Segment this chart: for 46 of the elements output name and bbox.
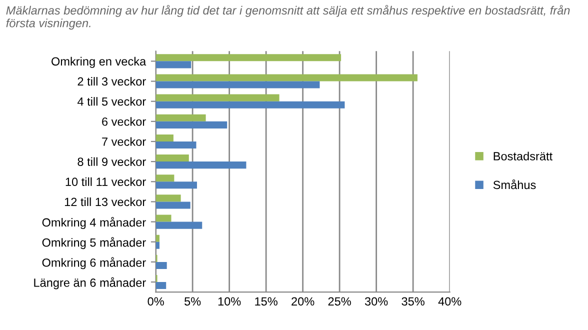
y-tick-label: 4 till 5 veckor — [77, 97, 146, 106]
x-tick-label: 35% — [402, 297, 424, 306]
y-tick-label: 2 till 3 veckor — [78, 76, 146, 86]
y-tick-label: Omkring en vecka — [52, 56, 146, 68]
bar — [156, 262, 167, 269]
y-tick-label: 10 till 11 veckor — [66, 177, 146, 186]
legend-label: Bostadsrätt — [494, 152, 552, 160]
bar — [156, 174, 174, 182]
bar — [156, 234, 160, 242]
bar — [156, 222, 202, 229]
bar — [156, 94, 280, 102]
x-tick-label: 40% — [438, 297, 462, 306]
bar — [156, 121, 228, 128]
y-tick-label: 12 till 13 veckor — [64, 197, 146, 206]
bar — [156, 141, 196, 149]
bar — [156, 162, 246, 169]
chart-title: Mäklarnas bedömning av hur lång tid det tar i genomsnitt att sälja ett småhus respektive en bostadsrätt, från första visningen. — [6, 4, 570, 30]
bar — [156, 214, 172, 222]
bar — [156, 242, 160, 249]
y-tick-label: Omkring 6 månader — [42, 257, 146, 270]
x-tick-label: 30% — [364, 297, 388, 306]
y-tick-label: 7 veckor — [102, 137, 146, 146]
y-tick-label: Omkring 4 månader — [42, 217, 146, 229]
x-tick-label: 15% — [255, 297, 278, 306]
y-tick-label: Omkring 5 månader — [42, 237, 146, 250]
y-tick-label: 6 veckor — [102, 117, 146, 126]
bar — [156, 134, 174, 142]
bar — [156, 282, 166, 290]
x-tick-label: 5% — [184, 297, 201, 306]
bar — [156, 154, 189, 162]
bar — [156, 81, 320, 88]
bar — [156, 194, 181, 202]
x-tick-label: 25% — [328, 297, 351, 306]
bar — [156, 202, 190, 209]
bar — [156, 101, 345, 108]
y-tick-label: 8 till 9 veckor — [78, 157, 146, 166]
bar — [156, 182, 197, 189]
x-tick-label: 10% — [218, 297, 241, 306]
bar — [156, 114, 206, 122]
x-tick-label: 20% — [292, 297, 314, 306]
x-tick-label: 0% — [148, 297, 164, 306]
legend-label: Småhus — [493, 179, 536, 190]
y-tick-label: Längre än 6 månader — [34, 277, 146, 290]
bar — [156, 74, 418, 82]
bar — [156, 54, 342, 62]
bar — [156, 61, 192, 68]
